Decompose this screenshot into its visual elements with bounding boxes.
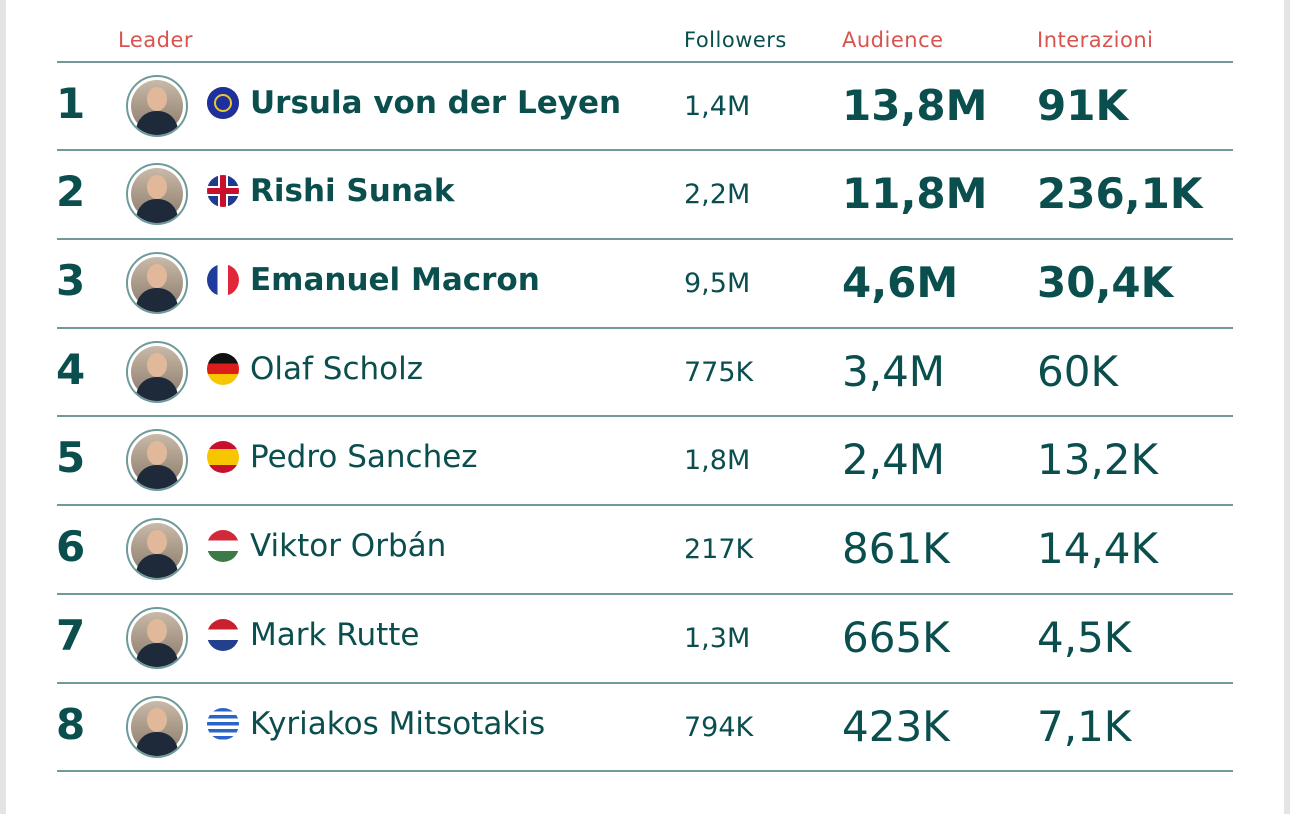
audience-value: 861K bbox=[842, 524, 950, 573]
rank: 1 bbox=[56, 79, 86, 128]
interactions-value: 60K bbox=[1037, 347, 1118, 396]
row-divider bbox=[57, 238, 1233, 240]
audience-value: 423K bbox=[842, 702, 950, 751]
rank: 6 bbox=[56, 522, 86, 571]
avatar bbox=[126, 75, 188, 137]
audience-value: 2,4M bbox=[842, 435, 946, 484]
table-row: 4 Olaf Scholz 775K 3,4M 60K bbox=[0, 329, 1290, 417]
header-interactions: Interazioni bbox=[1037, 28, 1154, 52]
page-edge-right bbox=[1284, 0, 1290, 814]
followers-value: 9,5M bbox=[684, 268, 751, 299]
header-leader: Leader bbox=[118, 28, 194, 52]
germany-flag-icon bbox=[207, 353, 239, 385]
interactions-value: 91K bbox=[1037, 81, 1128, 130]
avatar bbox=[126, 607, 188, 669]
avatar bbox=[126, 341, 188, 403]
eu-flag-icon bbox=[207, 87, 239, 119]
header-followers: Followers bbox=[684, 28, 787, 52]
leader-name: Mark Rutte bbox=[250, 617, 420, 653]
interactions-value: 13,2K bbox=[1037, 435, 1159, 484]
table-row: 8 Kyriakos Mitsotakis 794K 423K 7,1K bbox=[0, 684, 1290, 772]
rank: 8 bbox=[56, 700, 86, 749]
uk-flag-icon bbox=[207, 175, 239, 207]
row-divider bbox=[57, 415, 1233, 417]
avatar bbox=[126, 252, 188, 314]
avatar bbox=[126, 163, 188, 225]
table-row: 7 Mark Rutte 1,3M 665K 4,5K bbox=[0, 595, 1290, 683]
leader-name: Viktor Orbán bbox=[250, 528, 447, 564]
rank: 5 bbox=[56, 433, 86, 482]
followers-value: 217K bbox=[684, 534, 754, 565]
avatar bbox=[126, 429, 188, 491]
row-divider bbox=[57, 149, 1233, 151]
greece-flag-icon bbox=[207, 708, 239, 740]
row-divider bbox=[57, 61, 1233, 63]
table-row: 1 Ursula von der Leyen 1,4M 13,8M 91K bbox=[0, 63, 1290, 151]
leader-name: Pedro Sanchez bbox=[250, 439, 478, 475]
row-divider bbox=[57, 770, 1233, 772]
row-divider bbox=[57, 593, 1233, 595]
leader-name: Ursula von der Leyen bbox=[250, 85, 622, 121]
audience-value: 4,6M bbox=[842, 258, 959, 307]
interactions-value: 30,4K bbox=[1037, 258, 1174, 307]
leader-name: Rishi Sunak bbox=[250, 173, 455, 209]
audience-value: 3,4M bbox=[842, 347, 946, 396]
rank: 7 bbox=[56, 611, 86, 660]
row-divider bbox=[57, 682, 1233, 684]
rank: 4 bbox=[56, 345, 86, 394]
table-row: 2 Rishi Sunak 2,2M 11,8M 236,1K bbox=[0, 151, 1290, 239]
row-divider bbox=[57, 504, 1233, 506]
header-audience: Audience bbox=[842, 28, 944, 52]
table-row: 6 Viktor Orbán 217K 861K 14,4K bbox=[0, 506, 1290, 594]
rank: 3 bbox=[56, 256, 86, 305]
followers-value: 1,4M bbox=[684, 91, 751, 122]
audience-value: 13,8M bbox=[842, 81, 988, 130]
row-divider bbox=[57, 327, 1233, 329]
spain-flag-icon bbox=[207, 441, 239, 473]
audience-value: 11,8M bbox=[842, 169, 988, 218]
interactions-value: 236,1K bbox=[1037, 169, 1203, 218]
followers-value: 775K bbox=[684, 357, 754, 388]
interactions-value: 7,1K bbox=[1037, 702, 1132, 751]
leader-name: Emanuel Macron bbox=[250, 262, 540, 298]
interactions-value: 14,4K bbox=[1037, 524, 1159, 573]
avatar bbox=[126, 696, 188, 758]
rank: 2 bbox=[56, 167, 86, 216]
leader-name: Kyriakos Mitsotakis bbox=[250, 706, 546, 742]
audience-value: 665K bbox=[842, 613, 950, 662]
followers-value: 2,2M bbox=[684, 179, 751, 210]
netherlands-flag-icon bbox=[207, 619, 239, 651]
page-edge-left bbox=[0, 0, 6, 814]
leader-name: Olaf Scholz bbox=[250, 351, 423, 387]
table-row: 5 Pedro Sanchez 1,8M 2,4M 13,2K bbox=[0, 417, 1290, 505]
interactions-value: 4,5K bbox=[1037, 613, 1132, 662]
hungary-flag-icon bbox=[207, 530, 239, 562]
france-flag-icon bbox=[207, 264, 239, 296]
followers-value: 794K bbox=[684, 712, 754, 743]
avatar bbox=[126, 518, 188, 580]
table-row: 3 Emanuel Macron 9,5M 4,6M 30,4K bbox=[0, 240, 1290, 328]
followers-value: 1,3M bbox=[684, 623, 751, 654]
followers-value: 1,8M bbox=[684, 445, 751, 476]
